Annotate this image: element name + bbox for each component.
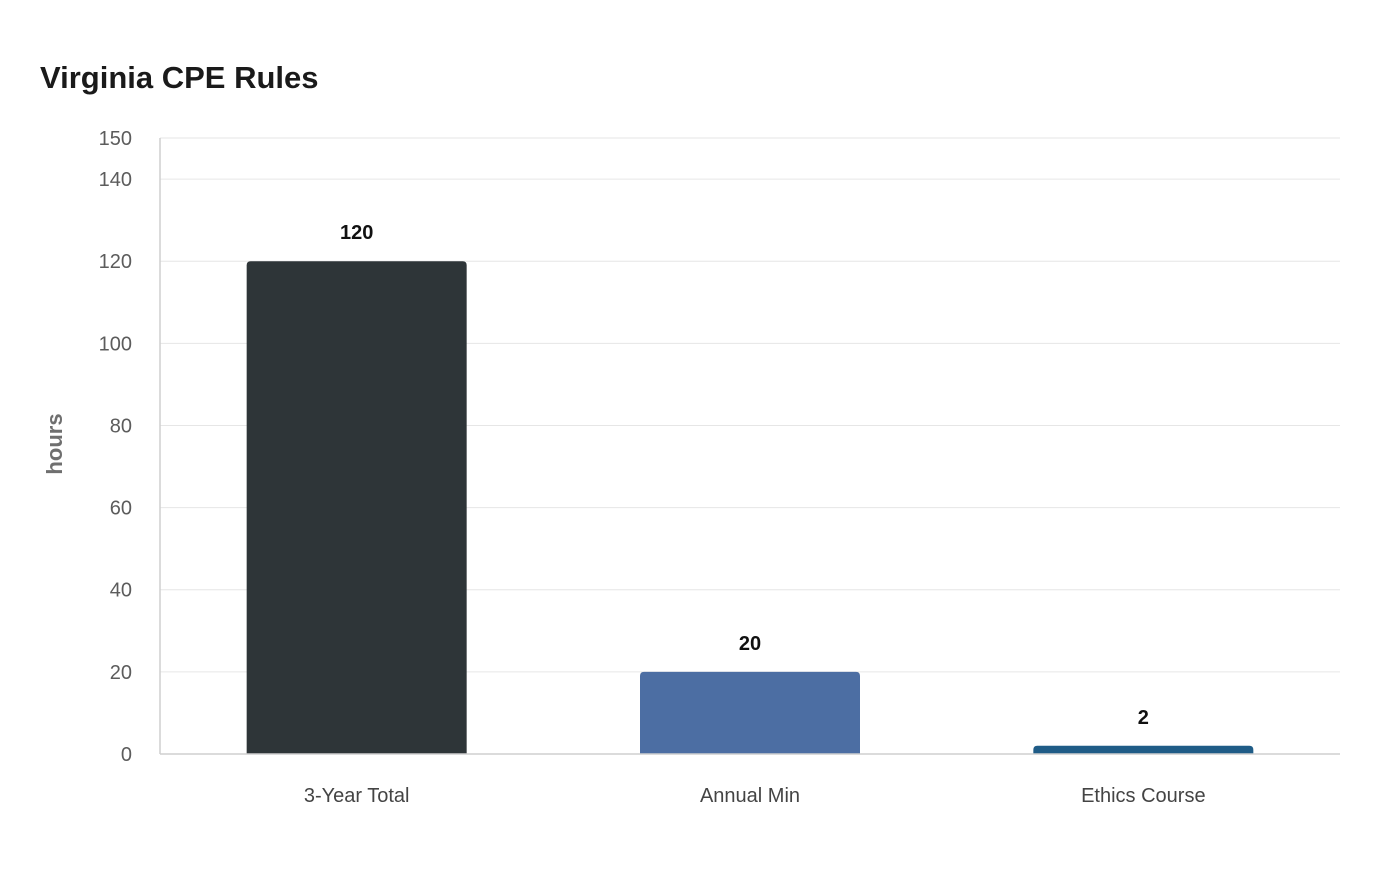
x-tick-label: Annual Min — [700, 785, 800, 807]
y-tick-label: 150 — [99, 128, 132, 150]
y-tick-label: 120 — [99, 251, 132, 273]
bar-3-year-total — [246, 261, 467, 754]
bars — [246, 261, 1254, 754]
data-labels: 120 20 2 — [340, 222, 1149, 729]
data-label: 2 — [1138, 707, 1149, 729]
data-label: 20 — [739, 633, 761, 655]
y-tick-label: 140 — [99, 169, 132, 191]
y-tick-label: 0 — [121, 744, 132, 766]
data-label: 120 — [340, 222, 373, 244]
y-tick-label: 100 — [99, 333, 132, 355]
y-axis-ticks: 0 20 40 60 80 100 120 140 150 — [99, 128, 132, 766]
x-axis-ticks: 3-Year Total Annual Min Ethics Course — [304, 785, 1206, 807]
y-tick-label: 20 — [110, 662, 132, 684]
bar-ethics-course — [1033, 745, 1254, 754]
x-tick-label: Ethics Course — [1081, 785, 1206, 807]
y-tick-label: 40 — [110, 580, 132, 602]
y-axis-label: hours — [42, 413, 67, 474]
x-tick-label: 3-Year Total — [304, 785, 410, 807]
chart-title: Virginia CPE Rules — [40, 60, 319, 95]
y-tick-label: 80 — [110, 415, 132, 437]
bar-annual-min — [640, 671, 860, 754]
y-tick-label: 60 — [110, 498, 132, 520]
